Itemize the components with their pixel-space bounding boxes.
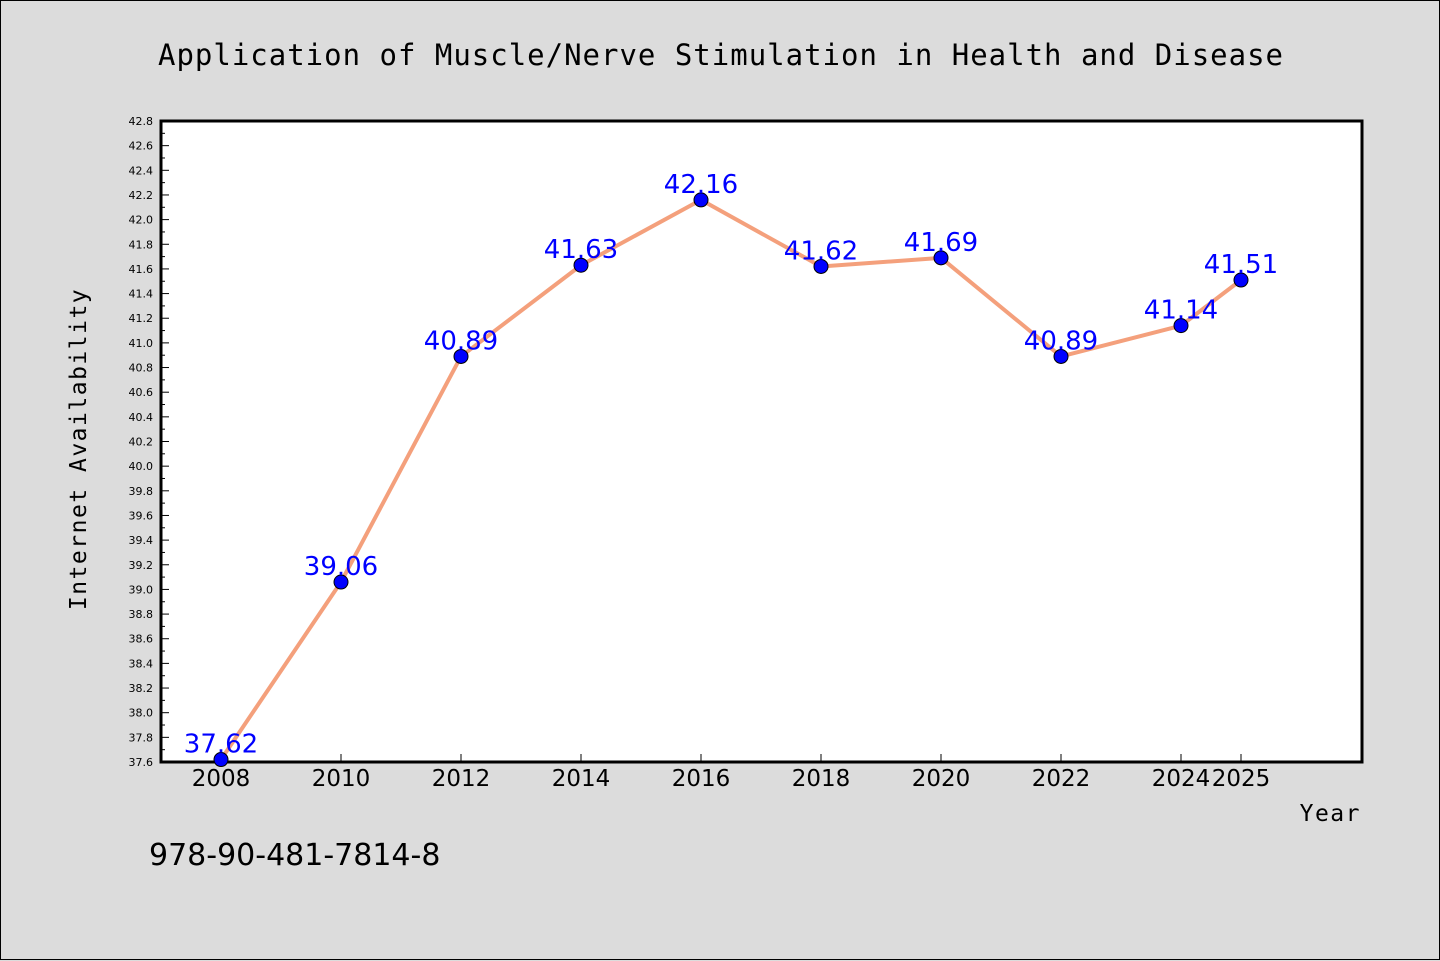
data-label: 41.62 [784,236,858,266]
x-tick-label: 2008 [192,766,251,792]
y-tick-label: 40.8 [129,362,154,375]
data-point [1173,318,1189,334]
data-point [333,574,349,590]
y-tick-label: 40.2 [129,436,154,449]
y-tick-label: 42.6 [129,140,154,153]
data-label: 41.69 [904,228,978,258]
plot-area [159,119,1364,764]
y-tick-label: 42.8 [129,115,154,128]
x-tick-label: 2010 [312,766,371,792]
x-tick-label: 2014 [552,766,611,792]
y-tick-label: 37.8 [129,731,154,744]
y-tick-label: 42.4 [129,164,154,177]
data-point [213,752,229,768]
y-tick-label: 38.6 [129,633,154,646]
data-point [453,348,469,364]
data-point [1053,348,1069,364]
y-tick-label: 39.8 [129,485,154,498]
x-tick-label: 2012 [432,766,491,792]
data-point [813,258,829,274]
y-tick-label: 38.8 [129,608,154,621]
x-axis-label: Year [1300,801,1361,827]
x-tick-label: 2022 [1032,766,1091,792]
y-tick-label: 39.4 [129,534,154,547]
x-tick-label: 2020 [912,766,971,792]
y-tick-label: 41.2 [129,312,154,325]
data-label: 40.89 [1024,326,1098,356]
x-tick-label: 2024 [1152,766,1211,792]
y-tick-label: 39.2 [129,559,154,572]
data-label: 40.89 [424,326,498,356]
y-tick-label: 38.0 [129,707,154,720]
y-tick-label: 42.2 [129,189,154,202]
y-axis-ticks: 37.6 37.8 38.0 38.2 38.4 38.6 38.8 39.0 39.2 39.4… [129,115,169,769]
y-tick-label: 41.4 [129,288,154,301]
y-tick-label: 38.4 [129,657,154,670]
x-tick-label: 2016 [672,766,731,792]
y-tick-label: 42.0 [129,214,154,227]
data-point [573,257,589,273]
series-line [219,197,1243,761]
data-point [933,250,949,266]
chart-title: Application of Muscle/Nerve Stimulation … [158,38,1284,72]
y-tick-label: 41.0 [129,337,154,350]
y-tick-label: 39.6 [129,509,154,522]
data-label: 42.16 [664,170,738,200]
y-tick-label: 38.2 [129,682,154,695]
y-axis-label: Internet Availability [66,288,92,610]
data-point [693,192,709,208]
y-tick-label: 40.4 [129,411,154,424]
y-tick-label: 41.8 [129,238,154,251]
x-axis-ticks: 2008 2010 2012 2014 2016 2018 2020 2022 2024 2025 [192,754,1271,792]
data-label: 37.62 [184,730,258,760]
data-label: 41.63 [544,235,618,265]
y-tick-label: 40.0 [129,460,154,473]
y-tick-label: 37.6 [129,756,154,769]
data-label: 39.06 [304,552,378,582]
y-tick-label: 40.6 [129,386,154,399]
x-tick-label: 2018 [792,766,851,792]
series-group: 37.62 39.06 40.89 41.63 42.16 41.62 41.69 40.89… [184,170,1278,768]
isbn-footnote: 978-90-481-7814-8 [149,838,440,873]
data-label: 41.14 [1144,296,1218,326]
y-tick-label: 41.6 [129,263,154,276]
data-point [1233,272,1249,288]
y-tick-label: 39.0 [129,583,154,596]
x-tick-label: 2025 [1212,766,1271,792]
data-label: 41.51 [1204,250,1278,280]
